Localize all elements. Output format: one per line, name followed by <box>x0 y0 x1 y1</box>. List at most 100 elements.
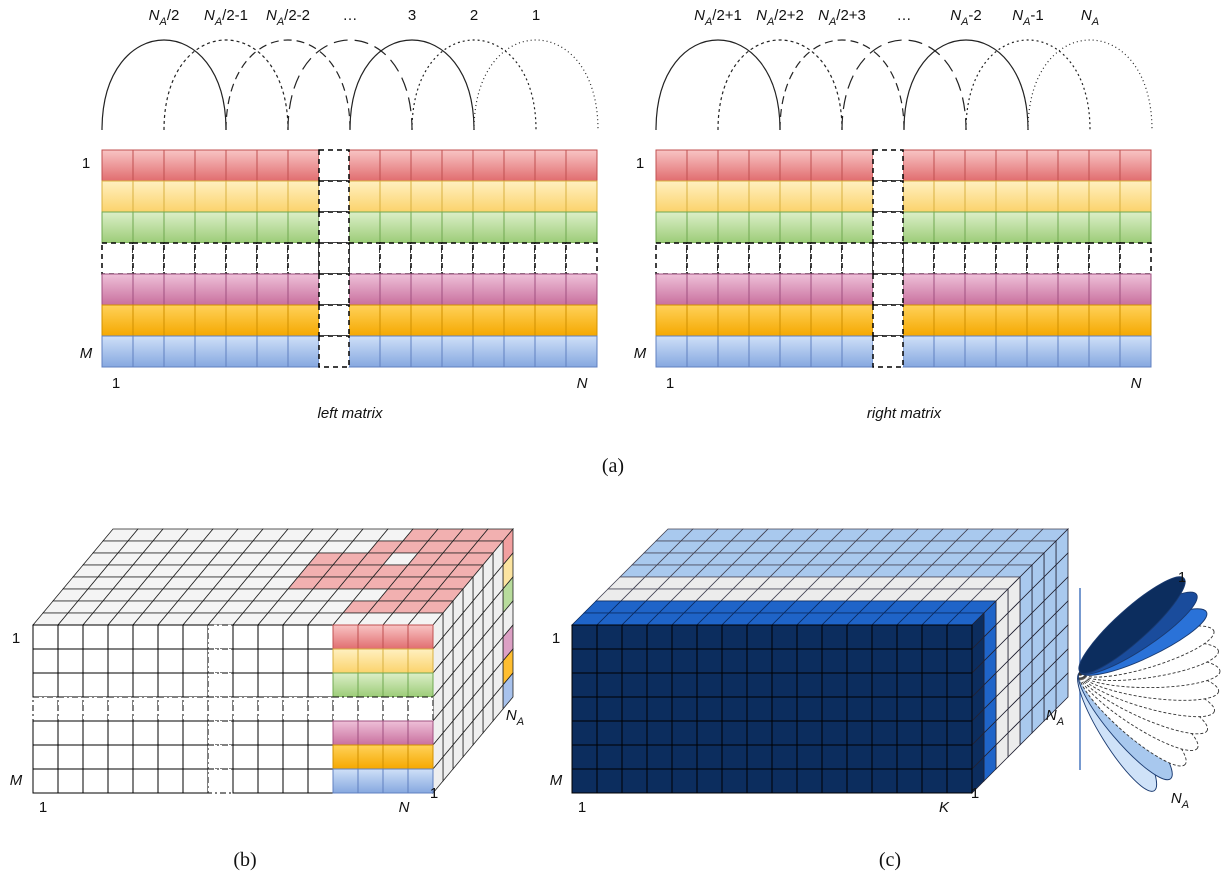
cell <box>83 721 108 745</box>
cell <box>697 697 722 721</box>
cell <box>772 745 797 769</box>
label-tail: /2-2 <box>284 7 310 24</box>
cell <box>535 150 566 181</box>
label: N <box>399 799 410 816</box>
cell <box>934 212 965 243</box>
cell <box>208 721 233 745</box>
cell <box>996 274 1027 305</box>
label: 1 <box>430 785 438 802</box>
cell <box>308 769 333 793</box>
cell <box>58 649 83 673</box>
cell <box>697 745 722 769</box>
cell <box>572 625 597 649</box>
cell <box>647 769 672 793</box>
cell <box>258 697 283 721</box>
cell <box>380 212 411 243</box>
gap-cell <box>257 243 288 274</box>
cell <box>442 150 473 181</box>
label: M <box>80 345 93 362</box>
cell <box>473 212 504 243</box>
matrix-caption: left matrix <box>317 405 383 422</box>
cell <box>622 745 647 769</box>
label-base: N <box>506 707 517 724</box>
cell <box>349 181 380 212</box>
cell <box>897 673 922 697</box>
cell <box>258 745 283 769</box>
cell <box>58 769 83 793</box>
cell <box>208 697 233 721</box>
cell <box>164 336 195 367</box>
cell <box>383 649 408 673</box>
cell <box>411 274 442 305</box>
cell <box>442 274 473 305</box>
cell <box>158 697 183 721</box>
gap-cell <box>873 212 903 243</box>
gap-cell <box>319 274 349 305</box>
gap-cell <box>380 243 411 274</box>
cell <box>349 305 380 336</box>
cell <box>183 721 208 745</box>
label: NA/2+3 <box>818 7 866 28</box>
cell <box>697 649 722 673</box>
cell <box>83 649 108 673</box>
cell <box>226 336 257 367</box>
cell <box>947 625 972 649</box>
cell <box>183 673 208 697</box>
cell <box>597 697 622 721</box>
cell <box>965 150 996 181</box>
cell <box>504 274 535 305</box>
cell <box>718 181 749 212</box>
cell <box>58 673 83 697</box>
cell <box>208 625 233 649</box>
cell <box>58 745 83 769</box>
cell <box>411 150 442 181</box>
cell <box>158 673 183 697</box>
cell <box>1120 212 1151 243</box>
label: M <box>634 345 647 362</box>
cell <box>749 150 780 181</box>
cell <box>58 697 83 721</box>
cell <box>965 305 996 336</box>
cell <box>572 697 597 721</box>
label: NA/2-2 <box>266 7 310 28</box>
cell <box>842 212 873 243</box>
cell <box>811 336 842 367</box>
gap-cell <box>319 305 349 336</box>
cell <box>380 274 411 305</box>
cell <box>697 673 722 697</box>
cell <box>408 721 433 745</box>
label: 2 <box>470 7 478 24</box>
cell <box>473 336 504 367</box>
cell <box>747 697 772 721</box>
label: NA-2 <box>950 7 982 28</box>
gap-cell <box>656 243 687 274</box>
cell <box>566 181 597 212</box>
cell <box>1089 274 1120 305</box>
cell <box>718 150 749 181</box>
gap-cell <box>965 243 996 274</box>
cell <box>83 697 108 721</box>
cell <box>965 274 996 305</box>
cell <box>822 697 847 721</box>
cell <box>33 769 58 793</box>
label: … <box>343 7 358 24</box>
cell <box>872 625 897 649</box>
cell <box>333 769 358 793</box>
cell <box>283 625 308 649</box>
cell <box>288 181 319 212</box>
cell <box>996 305 1027 336</box>
cell <box>283 649 308 673</box>
cell <box>847 673 872 697</box>
label: 1 <box>532 7 540 24</box>
cell <box>133 625 158 649</box>
cell <box>847 649 872 673</box>
cell <box>566 305 597 336</box>
cell <box>647 697 672 721</box>
cell <box>108 745 133 769</box>
label: M <box>550 772 563 789</box>
gap-cell <box>873 305 903 336</box>
cell <box>283 745 308 769</box>
cell <box>504 305 535 336</box>
cell <box>208 745 233 769</box>
cell <box>504 336 535 367</box>
